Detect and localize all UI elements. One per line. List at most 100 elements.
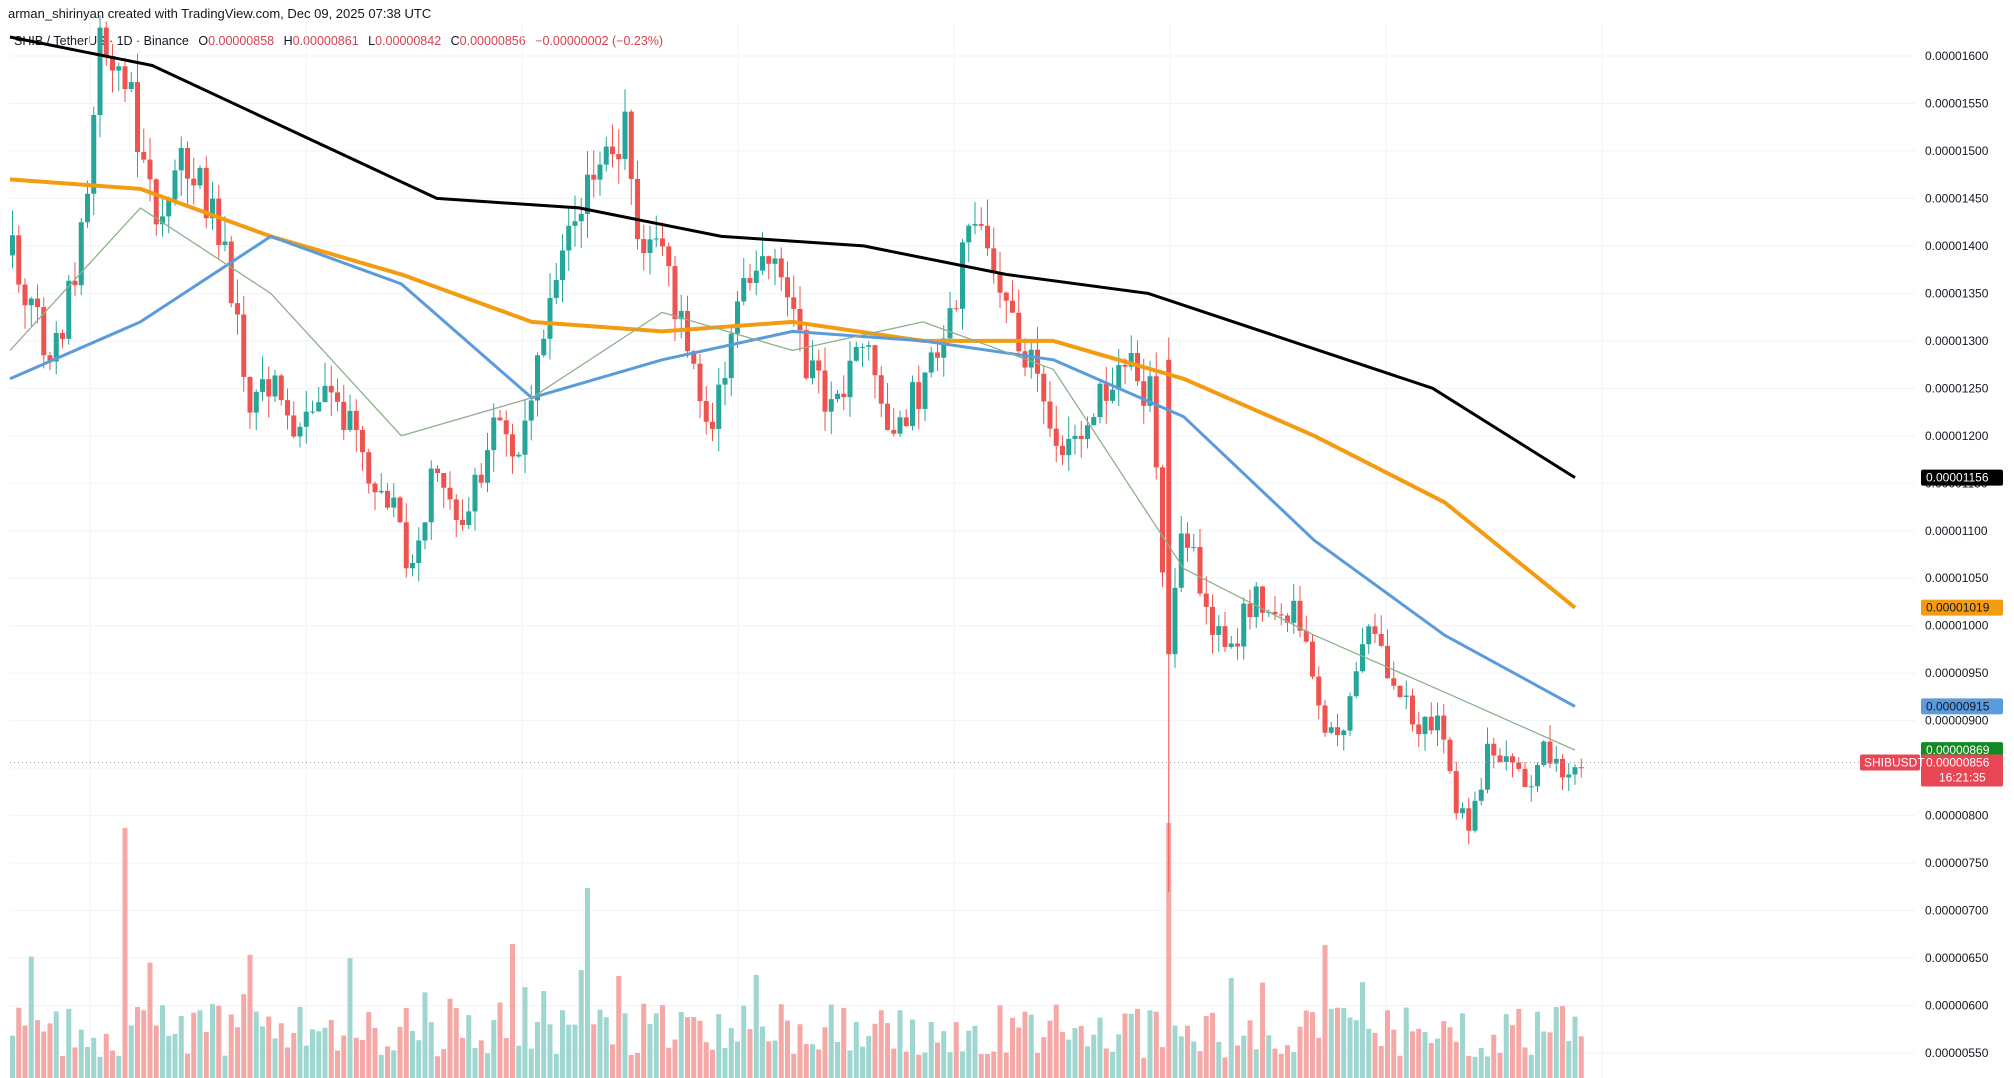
candle-body	[335, 392, 340, 402]
candle-body	[710, 421, 715, 429]
candle-body	[110, 56, 115, 71]
volume-bar	[360, 1040, 365, 1078]
volume-bar	[1022, 1011, 1028, 1078]
volume-bar	[1122, 1013, 1128, 1078]
candle-body	[678, 310, 684, 320]
candle-body	[616, 154, 622, 160]
volume-bar	[1116, 1034, 1122, 1078]
volume-bar	[1047, 1020, 1053, 1078]
volume-bar	[1422, 1032, 1428, 1078]
volume-bar	[660, 1005, 665, 1078]
volume-bar	[1347, 1017, 1353, 1078]
volume-bar	[341, 1035, 347, 1078]
volume-bar	[1091, 1034, 1097, 1078]
candle-body	[97, 27, 103, 116]
candle-body	[1522, 768, 1528, 787]
candle-body	[541, 338, 547, 356]
candle-body	[210, 198, 215, 219]
candle-body	[703, 401, 709, 422]
volume-bar	[1535, 1011, 1540, 1078]
volume-bar	[1035, 1052, 1040, 1078]
volume-bar	[91, 1037, 97, 1078]
ma-line-ma-mid	[9, 234, 1576, 708]
volume-bar	[297, 1006, 303, 1078]
ma-line-ma-fast	[9, 207, 1576, 751]
candle-body	[1128, 353, 1134, 367]
candle-body	[641, 239, 647, 254]
candle-body	[1010, 300, 1015, 313]
candle-body	[1272, 611, 1278, 615]
volume-bar	[897, 1010, 903, 1078]
candle-body	[253, 391, 259, 413]
candle-body	[885, 403, 890, 430]
candle-body	[1403, 695, 1409, 697]
candle-body	[716, 384, 722, 429]
candle-body	[1310, 641, 1315, 677]
candle-body	[1047, 401, 1053, 429]
volume-bar	[335, 1050, 340, 1078]
volume-bar	[1222, 1057, 1228, 1078]
candle-body	[53, 332, 59, 362]
volume-bar	[372, 1027, 378, 1078]
candle-body	[328, 385, 334, 393]
volume-bar	[1441, 1021, 1447, 1078]
candle-body	[1072, 435, 1078, 439]
volume-bar	[760, 1026, 765, 1078]
candle-body	[435, 468, 440, 474]
ma-long-tag-bg	[1921, 469, 2003, 486]
candle-body	[272, 375, 278, 397]
volume-bar	[978, 1053, 984, 1078]
volume-bar	[691, 1017, 697, 1078]
candle-body	[1572, 767, 1578, 775]
volume-bar	[110, 1050, 115, 1078]
candle-body	[353, 410, 359, 430]
candle-body	[1535, 764, 1540, 787]
volume-bar	[972, 1025, 978, 1078]
volume-bar	[391, 1050, 397, 1078]
candle-body	[122, 66, 128, 90]
candle-body	[691, 351, 697, 364]
volume-bar	[791, 1053, 797, 1078]
high-key: H	[283, 34, 293, 48]
volume-bar	[641, 1003, 647, 1078]
candle-body	[866, 345, 872, 347]
volume-bar	[328, 1019, 334, 1078]
candle-body	[266, 379, 272, 397]
low-key: L	[368, 34, 376, 48]
candle-body	[403, 522, 409, 569]
volume-bar	[1153, 1011, 1159, 1078]
volume-bar	[1360, 982, 1365, 1078]
volume-bar	[1078, 1025, 1084, 1078]
volume-bar	[1416, 1028, 1422, 1078]
candle-body	[1116, 365, 1122, 390]
ma-line-ma-slow	[9, 177, 1577, 610]
candle-body	[872, 345, 878, 376]
volume-bar	[816, 1049, 822, 1078]
candle-body	[285, 400, 290, 416]
axis-tick-label: 0.00001400	[1925, 239, 1989, 253]
volume-bar	[1303, 1010, 1309, 1078]
volume-bar	[1247, 1020, 1253, 1078]
candle-body	[128, 82, 134, 90]
volume-bar	[322, 1027, 328, 1078]
chart-credit: arman_shirinyan created with TradingView…	[8, 6, 432, 21]
candle-body	[222, 241, 228, 246]
candle-body	[1516, 762, 1522, 769]
axis-tick-label: 0.00001200	[1925, 429, 1989, 443]
volume-bar	[528, 1048, 534, 1078]
candle-body	[522, 420, 528, 455]
candle-body	[778, 258, 784, 278]
volume-bar	[1041, 1037, 1047, 1078]
candle-body	[410, 563, 415, 569]
volume-bar	[616, 975, 622, 1078]
candle-body	[1422, 716, 1428, 735]
candle-body	[10, 235, 15, 256]
volume-bar	[1341, 1007, 1347, 1078]
volume-bar	[1453, 1041, 1459, 1078]
candle-body	[553, 279, 559, 299]
volume-bar	[628, 1054, 634, 1078]
candle-body	[797, 308, 803, 331]
symbol-legend[interactable]: SHIB / TetherUS · 1D · Binance O0.000008…	[14, 34, 663, 48]
volume-bar	[1191, 1041, 1197, 1078]
